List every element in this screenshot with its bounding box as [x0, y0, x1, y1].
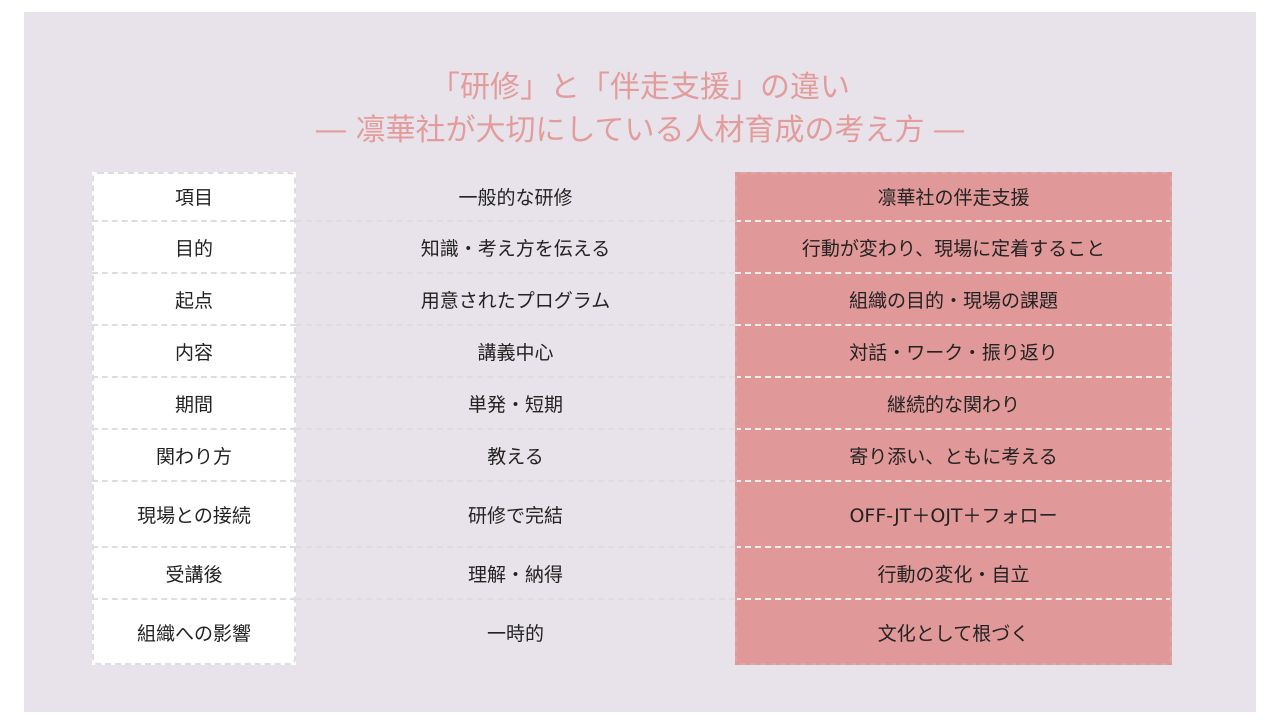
rinkasha-support-cell: 対話・ワーク・振り返り — [735, 326, 1172, 378]
general-training-cell: 知識・考え方を伝える — [296, 222, 735, 274]
item-cell: 内容 — [92, 326, 296, 378]
general-training-cell: 用意されたプログラム — [296, 274, 735, 326]
table-row: 期間 単発・短期 継続的な関わり — [92, 378, 1172, 430]
rinkasha-support-cell: 行動の変化・自立 — [735, 548, 1172, 600]
item-cell: 現場との接続 — [92, 482, 296, 548]
table-row: 組織への影響 一時的 文化として根づく — [92, 600, 1172, 665]
table-row: 内容 講義中心 対話・ワーク・振り返り — [92, 326, 1172, 378]
general-training-cell: 研修で完結 — [296, 482, 735, 548]
item-cell: 項目 — [92, 172, 296, 222]
item-cell: 目的 — [92, 222, 296, 274]
table-row: 現場との接続 研修で完結 OFF-JT＋OJT＋フォロー — [92, 482, 1172, 548]
general-training-cell: 講義中心 — [296, 326, 735, 378]
general-training-cell: 単発・短期 — [296, 378, 735, 430]
rinkasha-support-cell: OFF-JT＋OJT＋フォロー — [735, 482, 1172, 548]
rinkasha-support-cell: 文化として根づく — [735, 600, 1172, 665]
item-cell: 起点 — [92, 274, 296, 326]
item-cell: 期間 — [92, 378, 296, 430]
rinkasha-support-cell: 組織の目的・現場の課題 — [735, 274, 1172, 326]
general-training-cell: 理解・納得 — [296, 548, 735, 600]
rinkasha-support-cell: 凛華社の伴走支援 — [735, 172, 1172, 222]
general-training-cell: 一般的な研修 — [296, 172, 735, 222]
general-training-cell: 教える — [296, 430, 735, 482]
title-line-2: ― 凛華社が大切にしている人材育成の考え方 ― — [315, 113, 965, 148]
item-cell: 組織への影響 — [92, 600, 296, 665]
table-row: 起点 用意されたプログラム 組織の目的・現場の課題 — [92, 274, 1172, 326]
table-row: 受講後 理解・納得 行動の変化・自立 — [92, 548, 1172, 600]
rinkasha-support-cell: 行動が変わり、現場に定着すること — [735, 222, 1172, 274]
table-header-row: 項目 一般的な研修 凛華社の伴走支援 — [92, 172, 1172, 222]
rinkasha-support-cell: 寄り添い、ともに考える — [735, 430, 1172, 482]
table-row: 関わり方 教える 寄り添い、ともに考える — [92, 430, 1172, 482]
rinkasha-support-cell: 継続的な関わり — [735, 378, 1172, 430]
general-training-cell: 一時的 — [486, 623, 544, 645]
title-line-1: 「研修」と「伴走支援」の違い — [430, 70, 850, 105]
item-cell: 受講後 — [92, 548, 296, 600]
item-cell: 関わり方 — [92, 430, 296, 482]
table-row: 目的 知識・考え方を伝える 行動が変わり、現場に定着すること — [92, 222, 1172, 274]
